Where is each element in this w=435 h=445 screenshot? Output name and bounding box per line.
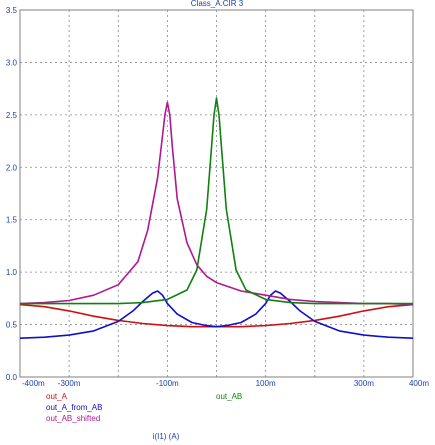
legend-entry: out_A_from_AB [46, 403, 102, 412]
x-tick-label: -100m [156, 379, 179, 388]
y-tick-label: 1.0 [6, 268, 18, 277]
x-tick-label: -400m [22, 379, 45, 388]
x-axis: -400m -300m -100m 100m 300m 400m [22, 379, 429, 388]
series-lines [19, 97, 414, 339]
x-axis-label: i(I1) (A) [153, 432, 180, 441]
x-tick-label: 300m [354, 379, 374, 388]
y-tick-label: 0.0 [6, 373, 18, 382]
plot-frame [19, 9, 414, 378]
y-tick-label: 1.5 [6, 216, 18, 225]
y-tick-label: 3.5 [6, 6, 18, 15]
legend: out_A out_A_from_AB out_AB_shifted out_AB [46, 392, 242, 423]
y-tick-label: 2.5 [6, 111, 18, 120]
legend-entry: out_AB_shifted [46, 414, 100, 423]
x-tick-label: 100m [256, 379, 276, 388]
chart-title: Class_A.CIR 3 [191, 0, 244, 8]
y-tick-label: 0.5 [6, 321, 18, 330]
x-tick-label: -300m [58, 379, 81, 388]
y-tick-label: 2.0 [6, 163, 18, 172]
series-line-out-ab [20, 97, 413, 305]
y-tick-label: 3.0 [6, 58, 18, 67]
legend-entry: out_A [46, 392, 68, 401]
y-axis: 0.0 0.5 1.0 1.5 2.0 2.5 3.0 3.5 [6, 6, 18, 382]
x-tick-label: 400m [409, 379, 429, 388]
series-line-out-ab-shifted [19, 101, 414, 306]
legend-entry: out_AB [216, 392, 242, 401]
series-line-out-a-from-ab [19, 290, 414, 339]
